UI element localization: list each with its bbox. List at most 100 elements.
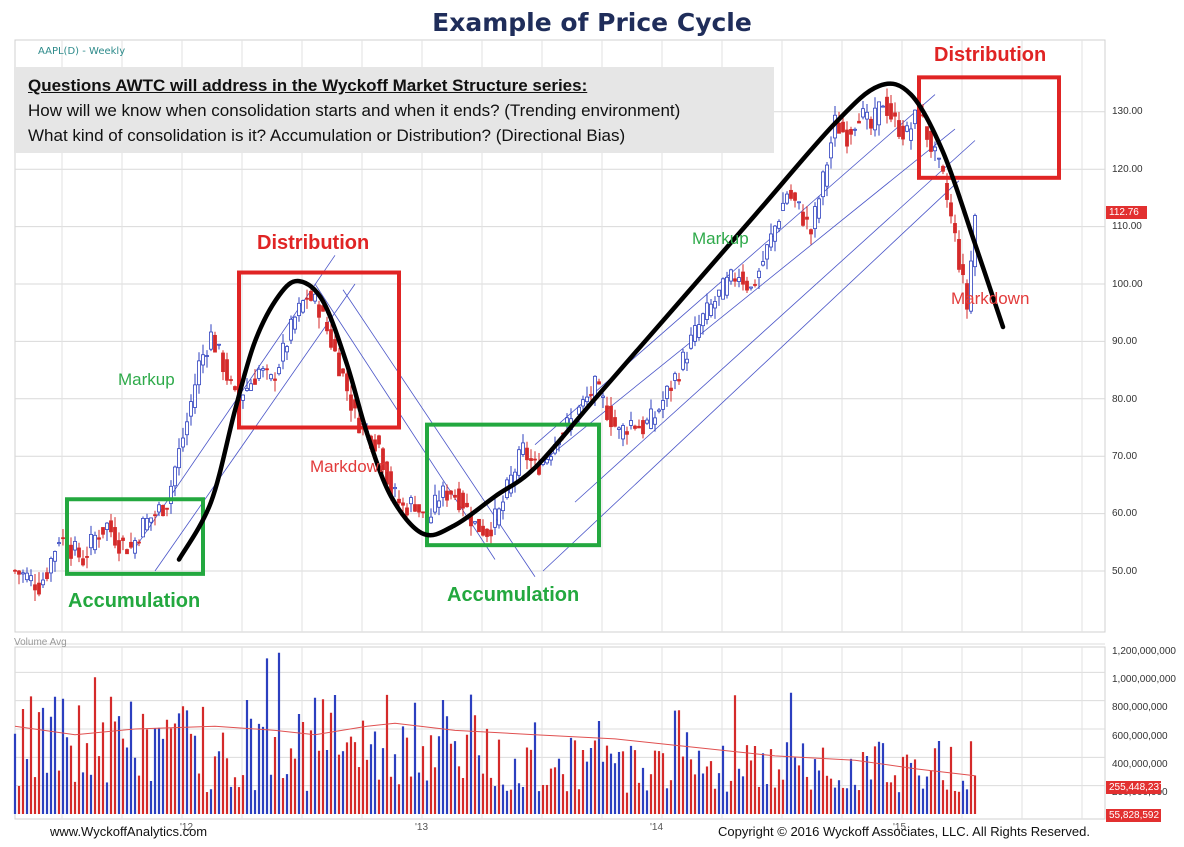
label-markdown-2: Markdown: [951, 289, 1030, 308]
candle-body: [329, 329, 333, 348]
candle-body: [53, 551, 57, 562]
candle-body: [37, 582, 41, 595]
candle-body: [529, 458, 533, 461]
questions-box: [14, 67, 774, 153]
candle-body: [741, 271, 745, 285]
candle-body: [777, 221, 781, 229]
candle-body: [149, 517, 153, 523]
chart-grid: [14, 39, 1106, 820]
candle-body: [725, 276, 729, 296]
candle-body: [453, 494, 457, 498]
candle-body: [269, 374, 273, 380]
candle-body: [337, 352, 341, 377]
candle-body: [441, 485, 445, 498]
candle-body: [69, 544, 73, 559]
phase-boxes: [65, 75, 1061, 576]
candle-body: [285, 346, 289, 353]
candle-body: [421, 511, 425, 514]
candle-body: [841, 121, 845, 133]
candle-body: [317, 304, 321, 318]
candle-body: [449, 490, 453, 495]
candle-body: [781, 202, 785, 211]
candle-body: [209, 331, 213, 350]
candle-body: [961, 264, 965, 276]
candle-body: [261, 368, 265, 371]
candle-body: [589, 394, 593, 396]
label-markdown-1: Markdown: [310, 457, 389, 476]
candle-body: [845, 129, 849, 147]
candle-body: [473, 521, 477, 524]
question-line-2: What kind of consolidation is it? Accumu…: [28, 126, 626, 145]
candle-body: [257, 368, 261, 379]
candle-body: [489, 529, 493, 537]
candle-body: [825, 164, 829, 187]
candle-body: [193, 384, 197, 408]
candle-body: [465, 502, 469, 508]
candle-body: [869, 118, 873, 129]
candle-body: [757, 270, 761, 278]
candle-body: [625, 431, 629, 435]
candle-body: [629, 420, 633, 426]
volume-average-line: [14, 722, 976, 777]
candle-body: [437, 500, 441, 508]
candle-body: [493, 508, 497, 528]
candle-body: [13, 569, 17, 572]
candle-body: [633, 425, 637, 429]
candle-body: [929, 130, 933, 152]
candle-body: [173, 466, 177, 487]
candle-body: [949, 202, 953, 217]
candle-body: [533, 458, 537, 461]
candle-body: [837, 122, 841, 134]
last-price-tag: 112.76: [1106, 206, 1147, 219]
candle-body: [177, 448, 181, 469]
candle-body: [217, 343, 221, 346]
candle-body: [61, 537, 65, 540]
accumulation-box-2: [425, 422, 601, 548]
candle-body: [969, 260, 973, 312]
candle-body: [17, 570, 21, 575]
candle-body: [853, 128, 857, 131]
candle-body: [49, 558, 53, 574]
candle-body: [897, 120, 901, 137]
candle-body: [169, 485, 173, 504]
candle-body: [933, 146, 937, 152]
candle-body: [733, 278, 737, 282]
candle-body: [893, 112, 897, 117]
candle-body: [413, 504, 417, 512]
candle-body: [141, 518, 145, 538]
candle-body: [165, 507, 169, 510]
candle-body: [313, 293, 317, 302]
candle-body: [809, 229, 813, 235]
candle-body: [117, 540, 121, 554]
candle-body: [657, 409, 661, 412]
candle-body: [265, 368, 269, 371]
candle-body: [709, 303, 713, 316]
candle-body: [161, 504, 165, 517]
candle-body: [813, 206, 817, 230]
candle-body: [873, 107, 877, 131]
candle-body: [281, 342, 285, 362]
candle-body: [125, 549, 129, 555]
volume-avg-tag: 255,448,237: [1106, 781, 1165, 794]
candle-body: [477, 518, 481, 533]
candle-body: [885, 96, 889, 116]
candle-body: [549, 456, 553, 461]
candle-body: [713, 301, 717, 309]
distribution-box-2: [917, 75, 1061, 180]
channel-line: [574, 140, 976, 503]
candle-body: [745, 280, 749, 291]
volume-avg-label: Volume Avg: [14, 637, 67, 648]
channel-line: [534, 94, 936, 446]
candle-body: [253, 378, 257, 385]
candle-body: [693, 325, 697, 342]
chart-title: Example of Price Cycle: [432, 8, 752, 37]
label-distribution-2: Distribution: [934, 44, 1047, 66]
x-tick: '13: [415, 822, 429, 833]
candle-body: [225, 359, 229, 381]
candle-body: [433, 494, 437, 513]
candle-body: [765, 244, 769, 260]
candle-body: [597, 381, 601, 385]
price-cycle-curve: [176, 81, 1006, 562]
candle-body: [133, 540, 137, 554]
